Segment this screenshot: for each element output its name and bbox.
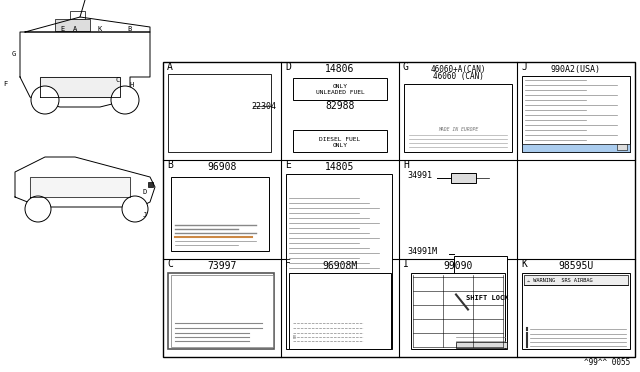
Bar (171, 177, 269, 251)
Text: C: C (167, 259, 173, 269)
Text: DIESEL FUEL: DIESEL FUEL (319, 137, 360, 142)
Circle shape (122, 196, 148, 222)
Text: J: J (521, 62, 527, 72)
Text: H: H (130, 82, 134, 88)
Polygon shape (25, 17, 150, 32)
Text: 34991M: 34991M (407, 247, 437, 256)
Text: G: G (12, 51, 16, 57)
Text: SHIFT LOCK: SHIFT LOCK (466, 295, 509, 301)
Bar (196, 104, 208, 112)
Bar (522, 144, 630, 152)
Text: F: F (3, 81, 7, 87)
Text: A: A (167, 62, 173, 72)
Text: 96908: 96908 (207, 162, 237, 172)
Circle shape (111, 86, 139, 114)
Text: D: D (143, 189, 147, 195)
Polygon shape (20, 32, 150, 107)
Bar (456, 342, 507, 348)
Text: ⚠ WARNING  SRS AIRBAG: ⚠ WARNING SRS AIRBAG (527, 278, 593, 282)
Bar (168, 273, 274, 349)
Bar (293, 78, 387, 100)
Text: ONLY: ONLY (333, 143, 348, 148)
Bar (286, 174, 392, 349)
Text: B: B (128, 26, 132, 32)
Text: I: I (403, 259, 409, 269)
Polygon shape (15, 157, 155, 207)
Bar (404, 84, 512, 152)
Bar (617, 144, 627, 150)
Bar (522, 76, 630, 152)
Bar (176, 104, 194, 114)
Bar (524, 275, 628, 285)
Bar (168, 74, 271, 152)
Bar (291, 331, 387, 343)
Text: E: E (285, 160, 291, 170)
Text: 82988: 82988 (325, 101, 355, 111)
Bar (173, 140, 181, 145)
Bar (339, 333, 364, 341)
Circle shape (31, 86, 59, 114)
Circle shape (25, 196, 51, 222)
Text: 14806: 14806 (325, 64, 355, 74)
Text: 73997: 73997 (207, 261, 237, 271)
Text: F: F (285, 259, 291, 269)
Polygon shape (40, 77, 120, 97)
Text: E: E (293, 335, 296, 340)
Text: 990A2(USA): 990A2(USA) (551, 65, 601, 74)
Bar (173, 142, 267, 150)
Polygon shape (30, 177, 130, 197)
Text: J: J (143, 212, 147, 218)
Bar (55, 19, 90, 31)
Text: 22304: 22304 (251, 102, 276, 110)
Bar (70, 11, 85, 19)
Bar (289, 273, 391, 349)
Text: C: C (116, 77, 120, 83)
Text: ^99^^ 0055: ^99^^ 0055 (584, 358, 630, 367)
Bar (451, 173, 476, 183)
Text: E: E (60, 26, 64, 32)
Bar (411, 273, 505, 349)
Text: 46060+A(CAN): 46060+A(CAN) (430, 65, 486, 74)
Text: K: K (521, 259, 527, 269)
Text: 14805: 14805 (325, 162, 355, 172)
Text: B: B (167, 160, 173, 170)
Bar (249, 109, 264, 119)
Text: MADE IN EUROPE: MADE IN EUROPE (438, 126, 478, 131)
Bar (454, 256, 507, 349)
Bar (181, 84, 201, 92)
Text: 99090: 99090 (444, 261, 473, 271)
Bar (148, 182, 153, 187)
Bar (293, 130, 387, 152)
Bar (257, 139, 267, 145)
Text: 34991: 34991 (407, 171, 432, 180)
Text: A: A (73, 26, 77, 32)
Text: UNLEADED FUEL: UNLEADED FUEL (316, 90, 364, 94)
Bar (171, 275, 273, 347)
Text: H: H (403, 160, 409, 170)
Text: D: D (285, 62, 291, 72)
Text: K: K (98, 26, 102, 32)
Text: ONLY: ONLY (333, 83, 348, 89)
Bar (163, 62, 635, 357)
Text: 96908M: 96908M (323, 261, 358, 271)
Bar (522, 273, 630, 349)
Text: 46060 (CAN): 46060 (CAN) (433, 72, 483, 81)
Text: 98595U: 98595U (558, 261, 594, 271)
Text: G: G (403, 62, 409, 72)
